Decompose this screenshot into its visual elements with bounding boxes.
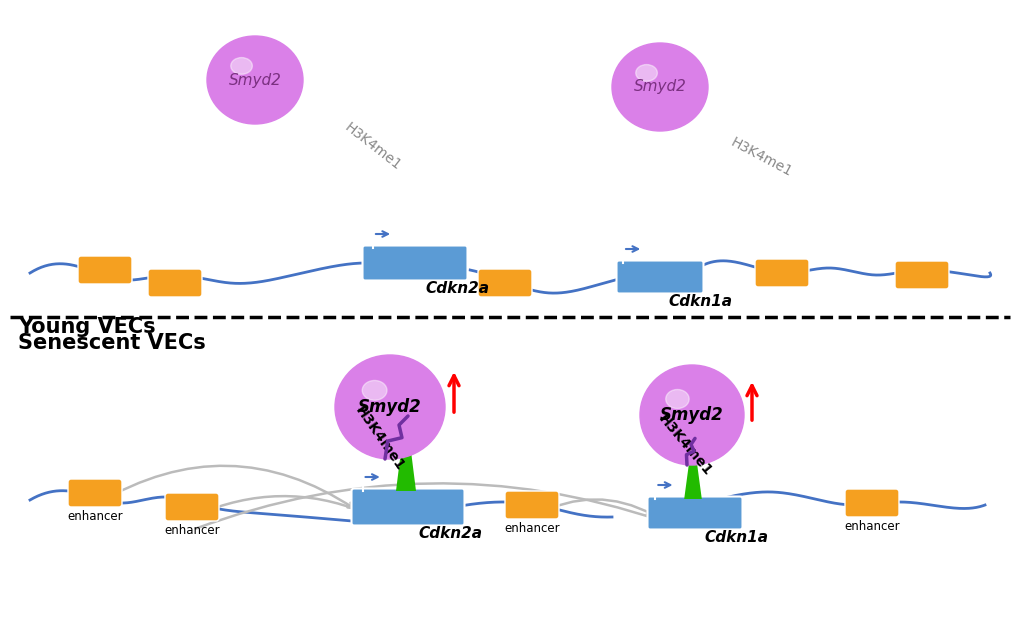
Text: H3K4me1: H3K4me1 <box>728 135 794 179</box>
FancyBboxPatch shape <box>165 493 219 521</box>
Text: enhancer: enhancer <box>67 510 122 523</box>
FancyBboxPatch shape <box>68 479 122 507</box>
Text: H3K4me1: H3K4me1 <box>352 404 407 474</box>
Polygon shape <box>395 411 416 491</box>
Ellipse shape <box>207 36 303 124</box>
Text: Smyd2: Smyd2 <box>659 406 723 424</box>
Text: H3K4me1: H3K4me1 <box>654 411 713 478</box>
FancyBboxPatch shape <box>615 260 703 293</box>
Ellipse shape <box>230 58 252 74</box>
Text: Smyd2: Smyd2 <box>228 72 281 88</box>
FancyBboxPatch shape <box>77 256 131 284</box>
Text: enhancer: enhancer <box>164 524 220 537</box>
Ellipse shape <box>635 65 656 81</box>
Text: Cdkn2a: Cdkn2a <box>425 281 488 296</box>
FancyBboxPatch shape <box>504 491 558 519</box>
Polygon shape <box>684 434 701 499</box>
Text: Smyd2: Smyd2 <box>358 398 422 416</box>
Text: Cdkn2a: Cdkn2a <box>419 526 482 541</box>
FancyBboxPatch shape <box>894 261 948 289</box>
Ellipse shape <box>665 389 689 408</box>
Ellipse shape <box>639 365 743 465</box>
Text: enhancer: enhancer <box>503 522 559 535</box>
FancyBboxPatch shape <box>148 269 202 297</box>
FancyBboxPatch shape <box>352 488 464 526</box>
Ellipse shape <box>611 43 707 131</box>
Text: Smyd2: Smyd2 <box>633 79 686 95</box>
FancyBboxPatch shape <box>647 497 742 530</box>
Text: Young VECs: Young VECs <box>18 317 156 337</box>
FancyBboxPatch shape <box>844 489 898 517</box>
FancyBboxPatch shape <box>362 246 467 281</box>
Text: Senescent VECs: Senescent VECs <box>18 333 206 353</box>
Text: H3K4me1: H3K4me1 <box>341 121 404 173</box>
Text: Cdkn1a: Cdkn1a <box>703 530 767 545</box>
Text: Cdkn1a: Cdkn1a <box>667 294 732 309</box>
Ellipse shape <box>334 355 444 459</box>
FancyBboxPatch shape <box>754 259 808 287</box>
FancyBboxPatch shape <box>478 269 532 297</box>
Ellipse shape <box>362 380 386 400</box>
Text: enhancer: enhancer <box>844 520 899 533</box>
